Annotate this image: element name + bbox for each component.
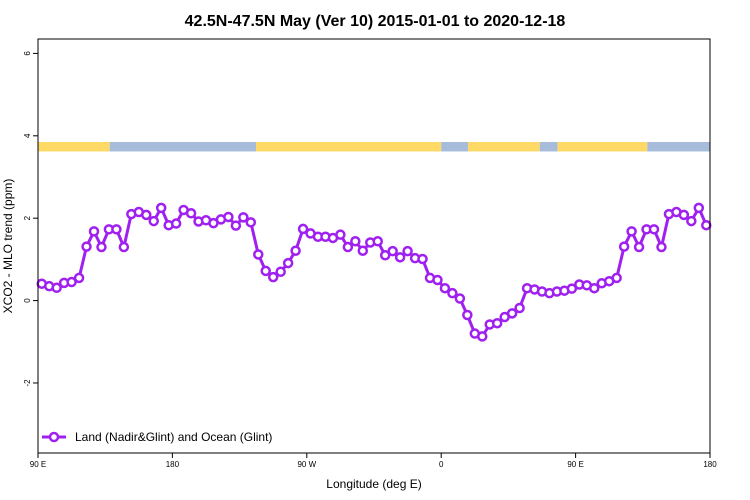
y-axis: -2 0 2 4 6 [23,51,38,387]
data-point [290,245,301,256]
data-point [297,223,309,235]
band-segment-land [256,141,442,152]
band-segment-ocean [647,141,710,152]
data-point [678,209,690,221]
series-line [41,206,708,338]
data-point [141,209,152,221]
data-point [73,272,85,284]
data-point [648,224,660,235]
legend-marker-swatch [48,431,60,443]
data-point [282,257,294,269]
data-point [275,266,286,277]
x-axis-label: Longitude (deg E) [326,477,421,491]
data-point [253,249,264,260]
data-point [379,250,391,261]
x-tick-label: 90 E [30,460,46,469]
chart-title: 42.5N-47.5N May (Ver 10) 2015-01-01 to 2… [185,13,566,30]
data-point [245,217,257,228]
x-tick-label: 90 E [567,460,583,469]
x-tick-label: 0 [439,460,444,469]
data-point [633,241,645,253]
band-segment-ocean [539,141,558,152]
land-ocean-band [38,141,710,152]
data-point [155,202,167,214]
data-point [432,274,443,286]
y-tick-label: 2 [23,215,32,220]
data-point [357,245,369,256]
data-point [394,252,406,263]
band-segment-land [557,141,648,152]
data-point [148,215,159,227]
data-point [686,215,697,227]
band-segment-ocean [109,141,257,152]
data-point [618,241,630,252]
data-point [626,226,637,237]
y-tick-label: 6 [23,51,32,56]
y-tick-label: -2 [23,379,32,387]
x-tick-label: 180 [703,460,717,469]
data-point [566,283,578,294]
x-tick-label: 180 [166,460,180,469]
data-point [439,282,451,294]
data-point [491,317,503,329]
x-tick-label: 90 W [297,460,316,469]
data-point [111,224,122,235]
data-point [223,211,234,223]
data-point [96,241,107,253]
data-point [447,287,458,299]
x-axis: 90 E 180 90 W 0 90 E 180 [30,453,717,469]
band-segment-land [468,141,540,152]
data-point [51,282,62,294]
data-point [372,236,383,247]
data-point [350,236,361,247]
plot-frame [37,38,711,454]
data-point [402,245,413,257]
data-point [170,218,182,229]
data-point [81,241,92,252]
data-point [230,220,242,231]
data-point [417,253,428,265]
data-point [514,302,525,314]
data-point [387,245,398,257]
data-point [342,241,354,253]
data-point [454,293,466,304]
data-point [693,202,705,214]
data-series [36,202,712,342]
legend: Land (Nadir&Glint) and Ocean (Glint) [42,430,272,444]
data-point [506,308,518,319]
data-point [238,212,249,223]
band-segment-ocean [441,141,469,152]
data-point [88,226,100,237]
band-segment-land [38,141,110,152]
y-tick-label: 4 [23,133,32,138]
data-point [656,241,667,253]
data-point [701,219,712,231]
data-point [462,309,473,321]
data-point [589,282,600,294]
data-point [335,229,346,240]
data-point [66,276,77,288]
legend-label: Land (Nadir&Glint) and Ocean (Glint) [75,430,272,444]
data-point [267,271,279,283]
y-tick-label: 0 [23,298,32,303]
y-axis-label: XCO2 - MLO trend (ppm) [1,179,15,314]
data-point [185,208,197,219]
data-point [611,272,622,284]
data-point [477,331,488,342]
data-point [260,265,271,277]
data-point [118,241,130,253]
